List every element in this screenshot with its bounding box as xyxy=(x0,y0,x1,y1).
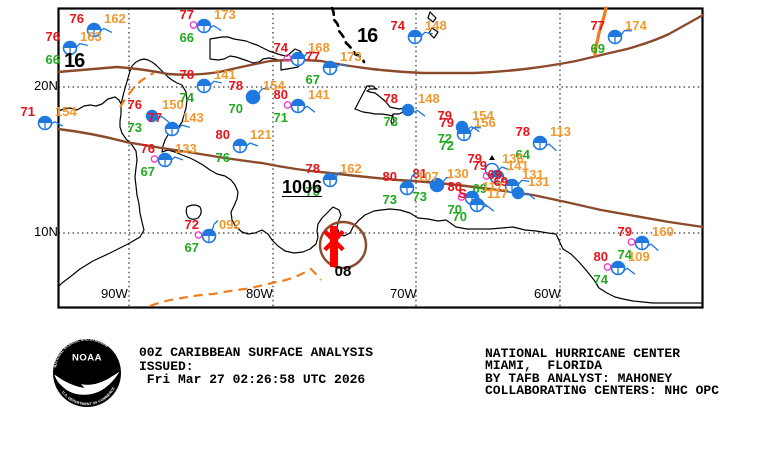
svg-text:143: 143 xyxy=(182,110,204,125)
svg-text:69: 69 xyxy=(591,41,605,56)
svg-text:76: 76 xyxy=(141,141,155,156)
svg-text:121: 121 xyxy=(250,127,272,142)
svg-text:162: 162 xyxy=(340,161,362,176)
svg-text:66: 66 xyxy=(180,30,194,45)
svg-text:67: 67 xyxy=(306,72,320,87)
svg-text:70: 70 xyxy=(453,209,467,224)
svg-text:70: 70 xyxy=(229,101,243,116)
svg-text:76: 76 xyxy=(70,11,84,26)
svg-text:163: 163 xyxy=(80,29,102,44)
svg-text:74: 74 xyxy=(391,18,406,33)
svg-text:131: 131 xyxy=(528,174,550,189)
svg-text:77: 77 xyxy=(306,49,320,64)
svg-text:174: 174 xyxy=(625,18,647,33)
svg-text:78: 78 xyxy=(229,78,243,93)
svg-text:156: 156 xyxy=(474,115,496,130)
svg-text:113: 113 xyxy=(550,124,571,139)
svg-text:73: 73 xyxy=(128,120,142,135)
svg-text:78: 78 xyxy=(306,161,320,176)
svg-text:130: 130 xyxy=(447,166,469,181)
svg-text:67: 67 xyxy=(185,240,199,255)
svg-text:66: 66 xyxy=(46,52,60,67)
svg-text:162: 162 xyxy=(104,11,126,26)
svg-text:77: 77 xyxy=(591,18,605,33)
svg-text:S: S xyxy=(458,186,467,201)
svg-text:148: 148 xyxy=(425,18,447,33)
svg-text:148: 148 xyxy=(418,91,440,106)
svg-text:160: 160 xyxy=(652,224,674,239)
svg-text:67: 67 xyxy=(141,164,155,179)
svg-text:77: 77 xyxy=(148,110,162,125)
svg-text:80: 80 xyxy=(274,87,288,102)
svg-text:73: 73 xyxy=(413,189,427,204)
svg-text:74: 74 xyxy=(594,272,609,287)
svg-text:79: 79 xyxy=(618,224,632,239)
svg-text:154: 154 xyxy=(55,104,77,119)
svg-text:79: 79 xyxy=(440,115,454,130)
svg-text:173: 173 xyxy=(340,49,362,64)
svg-text:77: 77 xyxy=(180,7,194,22)
svg-text:80: 80 xyxy=(594,249,608,264)
svg-text:72: 72 xyxy=(440,138,454,153)
svg-text:173: 173 xyxy=(214,7,236,22)
svg-text:76: 76 xyxy=(128,97,142,112)
svg-text:107: 107 xyxy=(417,169,439,184)
svg-text:71: 71 xyxy=(21,104,35,119)
svg-text:NOAA: NOAA xyxy=(72,353,102,364)
svg-text:80: 80 xyxy=(216,127,230,142)
svg-text:141: 141 xyxy=(308,87,330,102)
svg-text:092: 092 xyxy=(219,217,241,232)
svg-text:79: 79 xyxy=(473,158,487,173)
svg-text:80: 80 xyxy=(383,169,397,184)
svg-text:78: 78 xyxy=(384,91,398,106)
svg-text:78: 78 xyxy=(180,67,194,82)
svg-text:74: 74 xyxy=(274,40,289,55)
svg-text:73: 73 xyxy=(383,192,397,207)
svg-text:73: 73 xyxy=(384,114,398,129)
svg-text:78: 78 xyxy=(516,124,530,139)
svg-text:71: 71 xyxy=(274,110,288,125)
svg-text:76: 76 xyxy=(216,150,230,165)
svg-text:74: 74 xyxy=(180,90,195,105)
svg-text:72: 72 xyxy=(185,217,199,232)
svg-text:76: 76 xyxy=(46,29,60,44)
svg-text:117: 117 xyxy=(487,186,508,201)
svg-text:133: 133 xyxy=(175,141,197,156)
svg-text:109: 109 xyxy=(628,249,650,264)
